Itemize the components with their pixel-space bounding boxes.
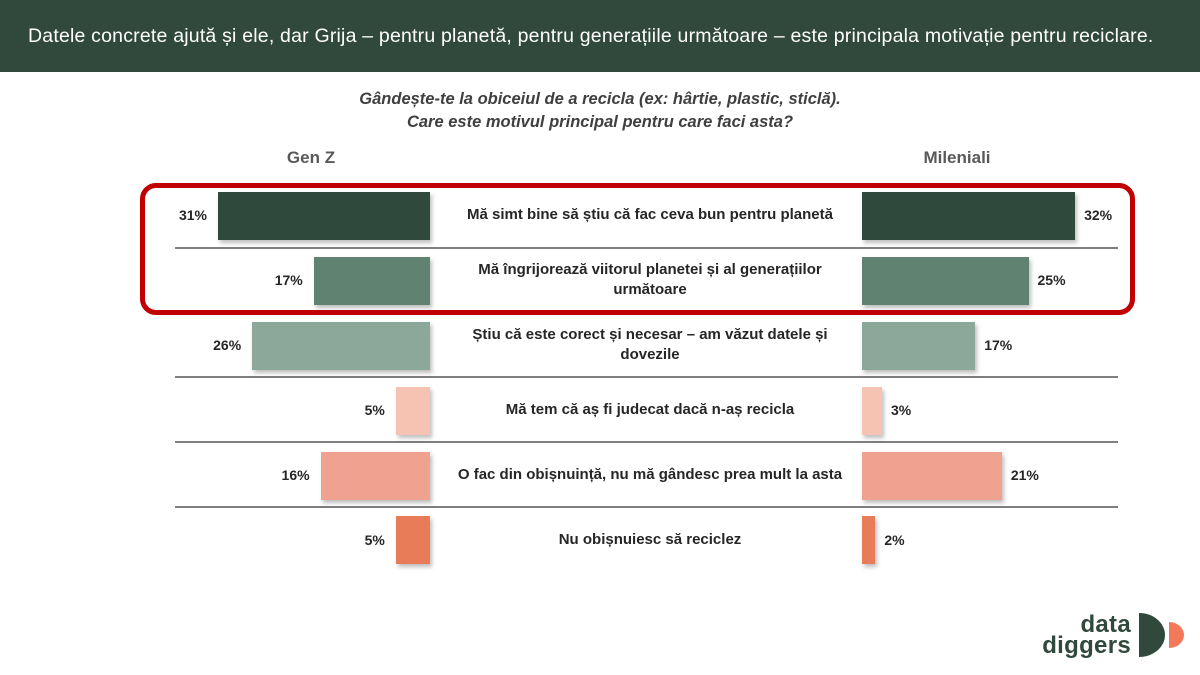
- logo-word-diggers: diggers: [1042, 632, 1131, 659]
- mileniali-bar: [862, 451, 1002, 500]
- genz-bar: [395, 516, 430, 565]
- key-insight-text: Datele concrete ajută și ele, dar Grija …: [28, 24, 1154, 47]
- column-header-mileniali: Mileniali: [923, 148, 991, 167]
- chart-title-line2: Care este motivul principal pentru care …: [406, 113, 794, 131]
- chart-title-line1: Gândește-te la obiceiul de a recicla (ex…: [359, 90, 841, 108]
- logo-marks: [1139, 613, 1184, 657]
- mileniali-value-label: 3%: [890, 401, 912, 418]
- genz-bar: [313, 257, 430, 306]
- genz-bar: [217, 192, 430, 241]
- category-label: Mă tem că aș fi judecat dacă n-aș recicl…: [505, 400, 795, 418]
- category-label: O fac din obișnuință, nu mă gândesc prea…: [457, 465, 843, 483]
- category-label: Nu obișnuiesc să reciclez: [558, 531, 742, 549]
- category-label: Știu că este corect și necesar – am văzu…: [472, 325, 828, 363]
- genz-bar: [320, 451, 430, 500]
- genz-bar: [252, 321, 430, 370]
- genz-value-label: 16%: [281, 466, 310, 483]
- genz-value-label: 5%: [364, 532, 385, 549]
- mileniali-value-label: 32%: [1084, 207, 1113, 224]
- logo-word-data: data: [1080, 611, 1131, 638]
- genz-value-label: 17%: [274, 272, 303, 289]
- mileniali-value-label: 21%: [1010, 466, 1039, 483]
- category-label: Mă îngrijorează viitorul planetei și al …: [478, 261, 822, 299]
- genz-value-label: 26%: [213, 336, 242, 353]
- genz-value-label: 5%: [364, 401, 385, 418]
- key-insight-banner: Datele concrete ajută și ele, dar Grija …: [0, 0, 1200, 72]
- genz-value-label: 31%: [178, 207, 207, 224]
- logo-small-d-icon: [1169, 622, 1184, 648]
- chart-row: 26% Știu că este corect și necesar – am v…: [175, 314, 1118, 379]
- mileniali-value-label: 2%: [884, 532, 905, 549]
- chart-row: 17% Mă îngrijorează viitorul planetei și …: [175, 249, 1118, 314]
- mileniali-value-label: 25%: [1037, 272, 1066, 289]
- mileniali-value-label: 17%: [984, 336, 1013, 353]
- genz-bar: [395, 386, 430, 435]
- mirrored-bar-chart: 31% Mă simt bine să știu că fac ceva bun …: [175, 184, 1118, 573]
- category-label: Mă simt bine să știu că fac ceva bun pen…: [467, 206, 833, 224]
- datadiggers-logo: data diggers: [1042, 611, 1184, 659]
- mileniali-bar: [862, 321, 976, 370]
- column-header-gen-z: Gen Z: [286, 148, 336, 167]
- chart-row: 31% Mă simt bine să știu că fac ceva bun …: [175, 184, 1118, 249]
- mileniali-bar: [862, 386, 882, 435]
- logo-wordmark: data diggers: [1042, 611, 1131, 659]
- logo-large-d-icon: [1139, 613, 1165, 657]
- chart-row: 5% Mă tem că aș fi judecat dacă n-aș reci…: [175, 378, 1118, 444]
- chart-row: 16% O fac din obișnuință, nu mă gândesc p…: [175, 443, 1118, 508]
- mileniali-bar: [862, 192, 1076, 241]
- mileniali-bar: [862, 257, 1029, 306]
- chart-title: Gândește-te la obiceiul de a recicla (ex…: [0, 88, 1200, 134]
- mileniali-bar: [862, 516, 876, 565]
- chart-row: 5% Nu obișnuiesc să reciclez 2%: [175, 508, 1118, 573]
